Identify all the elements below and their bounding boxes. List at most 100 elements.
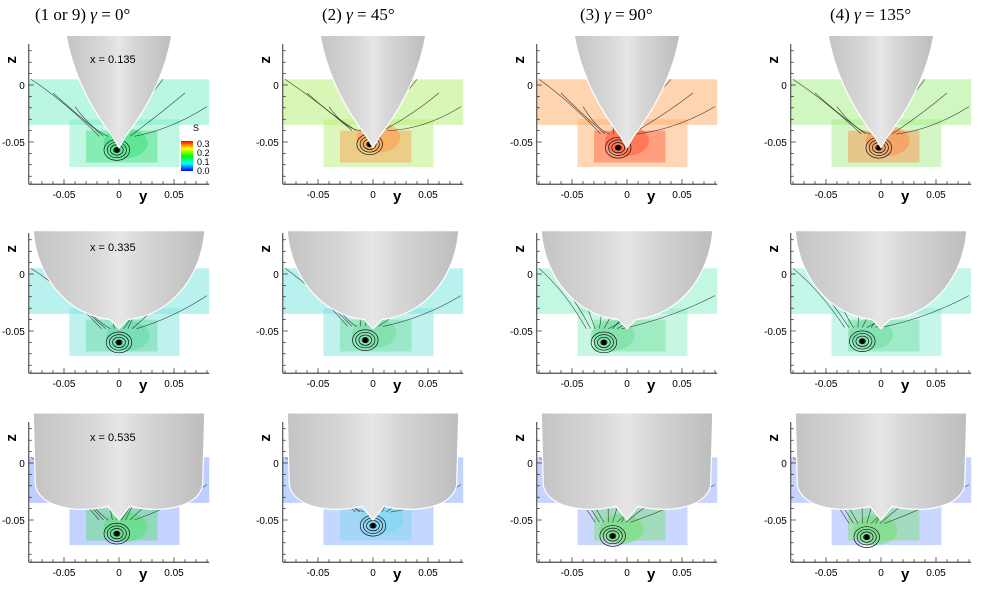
panel-r3-c1: -0.05 0 0.05 0 -0.05 y z xyxy=(2,412,210,583)
y-axis-name: y xyxy=(139,188,148,205)
y-axis-name: y xyxy=(647,377,656,394)
y-tick-label: 0.05 xyxy=(418,190,438,201)
y-tick-label: -0.05 xyxy=(815,568,838,579)
z-tick-label: 0 xyxy=(781,459,787,470)
y-tick-label: 0 xyxy=(116,379,122,390)
vortex-streamline xyxy=(106,525,127,542)
colorbar-title: S xyxy=(193,123,199,133)
streamline xyxy=(891,92,948,135)
streamline xyxy=(879,295,970,328)
vortex-core xyxy=(114,147,120,153)
vortex-streamline xyxy=(105,331,133,354)
y-axis-name: y xyxy=(901,377,910,394)
streamline xyxy=(792,268,845,328)
z-tick-label: -0.05 xyxy=(764,516,787,527)
streamline xyxy=(538,268,587,329)
z-tick-label: 0 xyxy=(19,459,25,470)
vortex-streamline xyxy=(352,329,379,351)
hull-section xyxy=(540,412,714,521)
hull-section xyxy=(573,34,681,149)
z-tick-label: 0 xyxy=(781,270,787,281)
axes: -0.05 0 0.05 0 -0.05 y z xyxy=(764,43,972,205)
z-tick-label: -0.05 xyxy=(764,327,787,338)
row-label-3: x = 0.535 xyxy=(90,432,136,444)
streamline xyxy=(582,106,610,135)
hull-section xyxy=(32,230,206,330)
axes: -0.05 0 0.05 0 -0.05 y z xyxy=(510,232,718,394)
streamline xyxy=(134,106,208,137)
panel-r2-c4: -0.05 0 0.05 0 -0.05 y z xyxy=(764,230,972,394)
y-tick-label: 0 xyxy=(624,379,630,390)
streamline xyxy=(538,79,601,135)
vortex-streamline xyxy=(602,527,623,545)
z-tick-label: -0.05 xyxy=(510,327,533,338)
z-tick-label: -0.05 xyxy=(256,327,279,338)
vortex-streamline xyxy=(361,337,369,344)
hull-section xyxy=(827,34,935,149)
vortex-core xyxy=(615,145,621,151)
y-tick-label: 0 xyxy=(878,379,884,390)
y-axis-name: y xyxy=(647,566,656,583)
streamline xyxy=(382,295,462,327)
y-tick-label: 0.05 xyxy=(672,190,692,201)
z-tick-label: -0.05 xyxy=(2,327,25,338)
colorbar-tick: 0.0 xyxy=(197,166,210,176)
streamline xyxy=(635,106,716,135)
vortex-core xyxy=(601,339,607,345)
column-title-2: (2) γ = 45° xyxy=(322,5,395,24)
hull-section xyxy=(319,34,427,149)
z-tick-label: -0.05 xyxy=(256,516,279,527)
hull-section xyxy=(286,230,460,330)
hull-section xyxy=(286,412,460,521)
panel-r2-c3: -0.05 0 0.05 0 -0.05 y z xyxy=(510,230,718,394)
vortex-streamline xyxy=(593,334,614,351)
axes: -0.05 0 0.05 0 -0.05 y z xyxy=(764,421,972,583)
z-axis-name: z xyxy=(257,434,274,442)
z-axis-name: z xyxy=(3,434,20,442)
panel-r3-c3: -0.05 0 0.05 0 -0.05 y z xyxy=(510,412,718,583)
z-tick-label: 0 xyxy=(273,270,279,281)
z-tick-label: 0 xyxy=(273,81,279,92)
colorbar-tick: 0.1 xyxy=(197,157,210,167)
y-tick-label: 0 xyxy=(624,568,630,579)
row-label-2: x = 0.335 xyxy=(90,242,136,254)
y-tick-label: 0 xyxy=(370,190,376,201)
streamline xyxy=(896,106,970,135)
z-axis-name: z xyxy=(3,245,20,253)
axes: -0.05 0 0.05 0 -0.05 y z xyxy=(510,421,718,583)
z-axis-name: z xyxy=(765,245,782,253)
streamline xyxy=(136,295,208,330)
vortex-core xyxy=(116,339,122,345)
y-tick-label: 0.05 xyxy=(926,379,946,390)
colorbar-scale xyxy=(181,141,193,171)
vortex-streamline xyxy=(853,526,880,548)
y-axis-name: y xyxy=(647,188,656,205)
y-axis-name: y xyxy=(393,566,402,583)
hull-section xyxy=(794,412,968,521)
vortex-core xyxy=(859,338,865,344)
streamline xyxy=(306,92,357,131)
y-tick-label: -0.05 xyxy=(815,379,838,390)
streamline xyxy=(30,79,100,137)
z-tick-label: 0 xyxy=(527,81,533,92)
y-axis-name: y xyxy=(901,566,910,583)
axes: -0.05 0 0.05 0 -0.05 y z xyxy=(510,43,718,205)
vortex-streamline xyxy=(599,525,626,547)
colorbar-tick: 0.2 xyxy=(197,148,210,158)
y-tick-label: -0.05 xyxy=(53,379,76,390)
vortex-core xyxy=(114,531,120,537)
streamline xyxy=(621,295,716,330)
y-tick-label: 0.05 xyxy=(926,568,946,579)
axes: -0.05 0 0.05 0 -0.05 y z xyxy=(2,421,210,583)
y-tick-label: 0.05 xyxy=(672,568,692,579)
hull-section xyxy=(540,230,714,330)
panel-r3-c4: -0.05 0 0.05 0 -0.05 y z xyxy=(764,412,972,583)
y-tick-label: -0.05 xyxy=(53,568,76,579)
panel-r1-c4: -0.05 0 0.05 0 -0.05 y z xyxy=(764,34,972,205)
panel-r2-c1: -0.05 0 0.05 0 -0.05 y z xyxy=(2,230,210,394)
vortex-streamline xyxy=(355,331,376,349)
z-tick-label: -0.05 xyxy=(2,138,25,149)
vortex-streamline xyxy=(590,331,618,354)
vortex-core xyxy=(864,534,870,540)
